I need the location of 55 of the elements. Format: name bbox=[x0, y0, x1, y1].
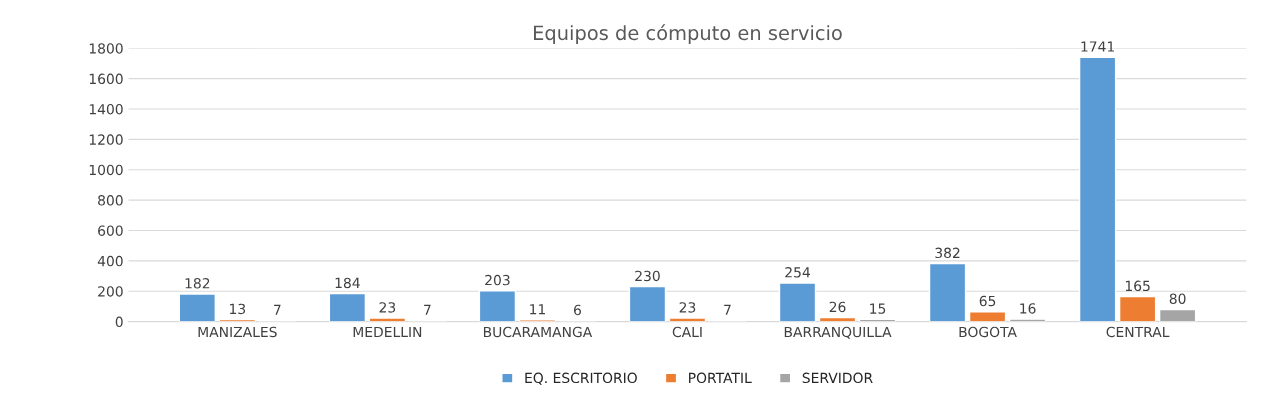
legend-label: EQ. ESCRITORIO bbox=[525, 372, 637, 385]
data-label: 15 bbox=[870, 303, 886, 314]
data-label: 26 bbox=[829, 301, 846, 313]
data-label: 7 bbox=[424, 304, 431, 315]
bar bbox=[628, 285, 667, 322]
data-label: 184 bbox=[335, 277, 360, 289]
bar bbox=[668, 317, 707, 322]
data-label: 7 bbox=[274, 304, 281, 315]
bar bbox=[1008, 318, 1047, 322]
y-tick-label: 600 bbox=[98, 225, 123, 236]
y-tick-label: 1400 bbox=[89, 103, 123, 115]
data-label: 23 bbox=[379, 302, 396, 313]
data-label: 65 bbox=[979, 295, 996, 307]
bar bbox=[778, 282, 817, 322]
data-label: 13 bbox=[230, 303, 246, 315]
bar bbox=[328, 292, 367, 322]
bar bbox=[478, 290, 517, 322]
x-tick-label: MANIZALES bbox=[198, 326, 277, 338]
data-label: 6 bbox=[573, 304, 581, 316]
y-tick-label: 800 bbox=[98, 195, 123, 206]
data-label: 165 bbox=[1125, 280, 1150, 292]
bar bbox=[968, 311, 1007, 322]
chart-title: Equipos de cómputo en servicio bbox=[534, 24, 842, 44]
data-label: 203 bbox=[485, 274, 510, 286]
data-label: 382 bbox=[935, 247, 960, 259]
data-label: 11 bbox=[530, 304, 545, 315]
x-tick-label: CALI bbox=[672, 326, 702, 338]
data-label: 230 bbox=[635, 270, 660, 282]
data-label: 182 bbox=[185, 277, 210, 289]
bar bbox=[1158, 308, 1197, 322]
x-tick-label: BUCARAMANGA bbox=[483, 326, 593, 338]
bar bbox=[178, 293, 217, 322]
y-tick-label: 1200 bbox=[89, 134, 123, 145]
y-tick-label: 0 bbox=[115, 316, 123, 328]
data-label: 7 bbox=[724, 304, 731, 315]
x-tick-label: MEDELLIN bbox=[353, 326, 422, 338]
x-tick-label: CENTRAL bbox=[1106, 326, 1170, 338]
y-tick-label: 200 bbox=[98, 286, 123, 297]
y-tick-label: 1600 bbox=[89, 73, 123, 85]
data-label: 16 bbox=[1020, 303, 1036, 314]
x-tick-label: BOGOTA bbox=[959, 326, 1017, 338]
data-label: 23 bbox=[679, 302, 696, 313]
y-tick-label: 400 bbox=[97, 255, 123, 267]
bar bbox=[928, 262, 967, 322]
y-tick-label: 1000 bbox=[89, 164, 123, 176]
bar bbox=[368, 317, 407, 322]
bar bbox=[1118, 295, 1157, 322]
data-label: 80 bbox=[1169, 293, 1186, 304]
legend-label: PORTATIL bbox=[689, 372, 752, 384]
data-label: 1741 bbox=[1081, 41, 1114, 52]
x-tick-label: BARRANQUILLA bbox=[784, 326, 892, 339]
data-label: 254 bbox=[785, 267, 810, 278]
bar bbox=[1078, 56, 1117, 322]
y-tick-label: 1800 bbox=[89, 43, 123, 54]
legend-label: SERVIDOR bbox=[802, 372, 873, 384]
